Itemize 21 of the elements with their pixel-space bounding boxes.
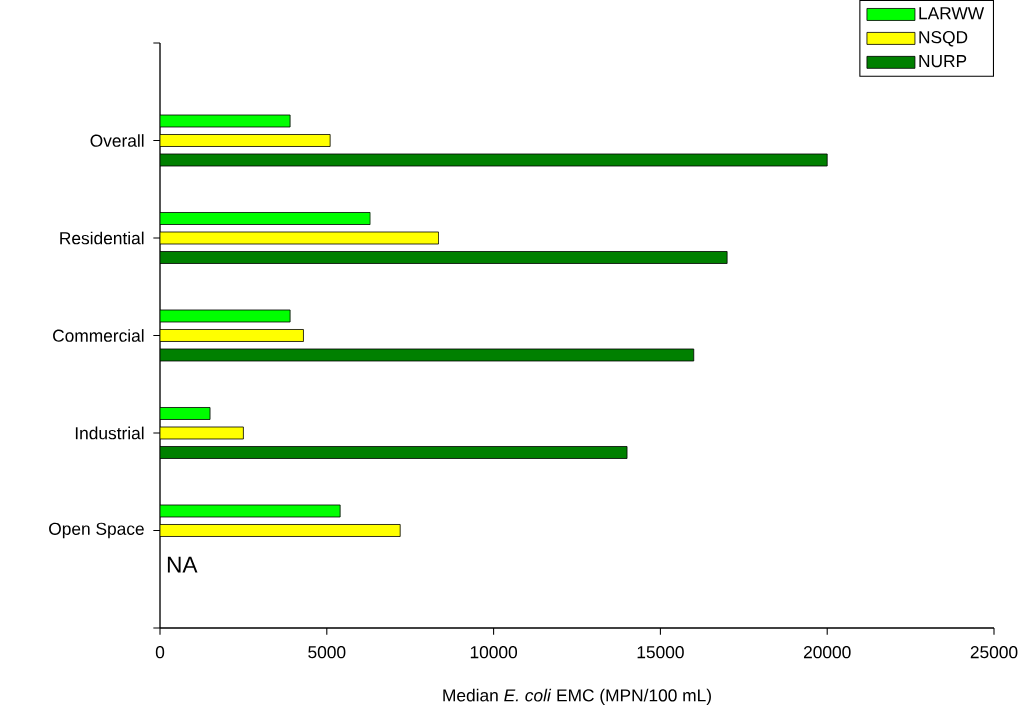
y-tick-label: Industrial [75, 426, 144, 440]
bar [160, 329, 304, 342]
x-tick-label: 15000 [637, 646, 684, 659]
x-tick-label: 20000 [803, 646, 851, 659]
y-tick-label: Commercial [53, 329, 144, 342]
bar [160, 134, 331, 147]
x-axis-title: Median E. coli EMC (MPN/100 mL) [443, 688, 711, 705]
x-tick-label: 0 [155, 646, 165, 659]
y-tick-label: Open Space [49, 522, 144, 539]
x-tick-label: 5000 [308, 646, 346, 659]
bar [160, 524, 401, 537]
x-tick-label: 25000 [970, 646, 1018, 659]
y-tick-label: Residential [60, 231, 144, 245]
x-tick-label: 10000 [470, 646, 518, 659]
legend-label: NURP [919, 55, 967, 68]
bar [160, 251, 728, 264]
legend-label: NSQD [919, 31, 968, 47]
annotation: NA [167, 556, 198, 573]
bar [160, 446, 628, 459]
y-tick-label: Overall [90, 134, 144, 147]
legend-label: LARWW [919, 7, 985, 20]
